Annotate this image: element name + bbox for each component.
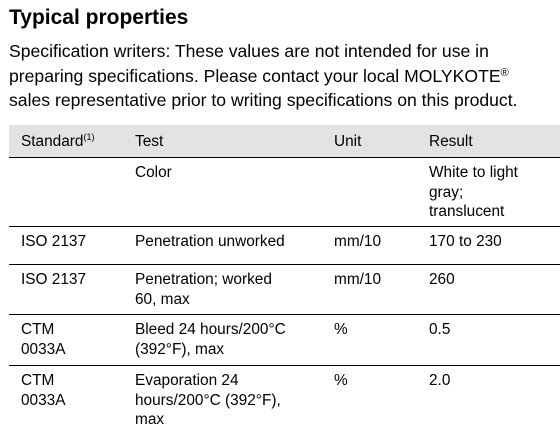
cell-standard: CTM 0033A <box>21 320 125 359</box>
header-standard: Standard(1) <box>21 132 125 152</box>
cell-test: Evaporation 24 hours/200°C (392°F), max <box>135 371 323 430</box>
cell-result: 2.0 <box>429 371 541 391</box>
cell-line: 0.5 <box>429 321 451 338</box>
header-unit: Unit <box>334 133 362 150</box>
cell-line: ISO 2137 <box>21 271 87 288</box>
cell-test: Bleed 24 hours/200°C (392°F), max <box>135 320 323 359</box>
footnote-marker: (1) <box>83 132 95 142</box>
cell-line: % <box>334 321 348 338</box>
cell-unit: % <box>334 371 422 391</box>
cell-line: 0033A <box>21 340 66 358</box>
cell-unit: % <box>334 320 422 340</box>
header-standard-label: Standard <box>21 133 84 150</box>
cell-line: 2.0 <box>429 372 451 389</box>
cell-line: CTM <box>21 321 55 338</box>
cell-line: Penetration unworked <box>135 233 285 250</box>
cell-line: 60, max <box>135 290 190 308</box>
row-divider <box>9 314 560 315</box>
cell-test: Penetration unworked <box>135 232 323 252</box>
intro-paragraph: Specification writers: These values are … <box>9 39 560 113</box>
cell-line: 170 to 230 <box>429 233 502 250</box>
table-header-background <box>9 125 560 157</box>
registered-mark: ® <box>500 66 509 79</box>
cell-line: mm/10 <box>334 233 382 250</box>
cell-test: Color <box>135 163 323 183</box>
cell-test: Penetration; worked 60, max <box>135 270 323 309</box>
row-divider <box>9 226 560 227</box>
cell-result: White to light gray; translucent <box>429 163 541 222</box>
cell-result: 260 <box>429 270 541 290</box>
cell-line: 260 <box>429 271 455 288</box>
cell-line: hours/200°C (392°F), <box>135 391 281 409</box>
cell-line: Evaporation 24 <box>135 372 239 389</box>
cell-line: Color <box>135 164 172 181</box>
header-test: Test <box>135 133 164 150</box>
cell-line: (392°F), max <box>135 340 225 358</box>
cell-standard: ISO 2137 <box>21 270 125 290</box>
header-result: Result <box>429 133 473 150</box>
intro-line-3: sales representative prior to writing sp… <box>9 90 518 110</box>
cell-line: % <box>334 372 348 389</box>
cell-line: max <box>135 411 165 428</box>
cell-unit: mm/10 <box>334 270 422 290</box>
cell-line: CTM <box>21 372 55 389</box>
row-divider <box>9 365 560 366</box>
intro-line-2-text: preparing specifications. Please contact… <box>9 65 501 86</box>
cell-line: White to light <box>429 164 518 181</box>
row-divider <box>9 264 560 265</box>
cell-result: 170 to 230 <box>429 232 541 252</box>
cell-line: gray; <box>429 183 464 201</box>
intro-line-1: Specification writers: These values are … <box>9 41 489 61</box>
cell-line: ISO 2137 <box>21 233 87 250</box>
cell-line: mm/10 <box>334 271 382 288</box>
cell-line: Bleed 24 hours/200°C <box>135 321 286 338</box>
cell-result: 0.5 <box>429 320 541 340</box>
cell-line: 0033A <box>21 391 66 409</box>
section-title: Typical properties <box>9 6 189 29</box>
cell-standard: ISO 2137 <box>21 232 125 252</box>
cell-standard: CTM 0033A <box>21 371 125 410</box>
cell-line: Penetration; worked <box>135 271 272 288</box>
cell-line: translucent <box>429 203 505 220</box>
cell-unit: mm/10 <box>334 232 422 252</box>
row-divider <box>9 157 560 158</box>
intro-line-2: preparing specifications. Please contact… <box>9 64 560 89</box>
